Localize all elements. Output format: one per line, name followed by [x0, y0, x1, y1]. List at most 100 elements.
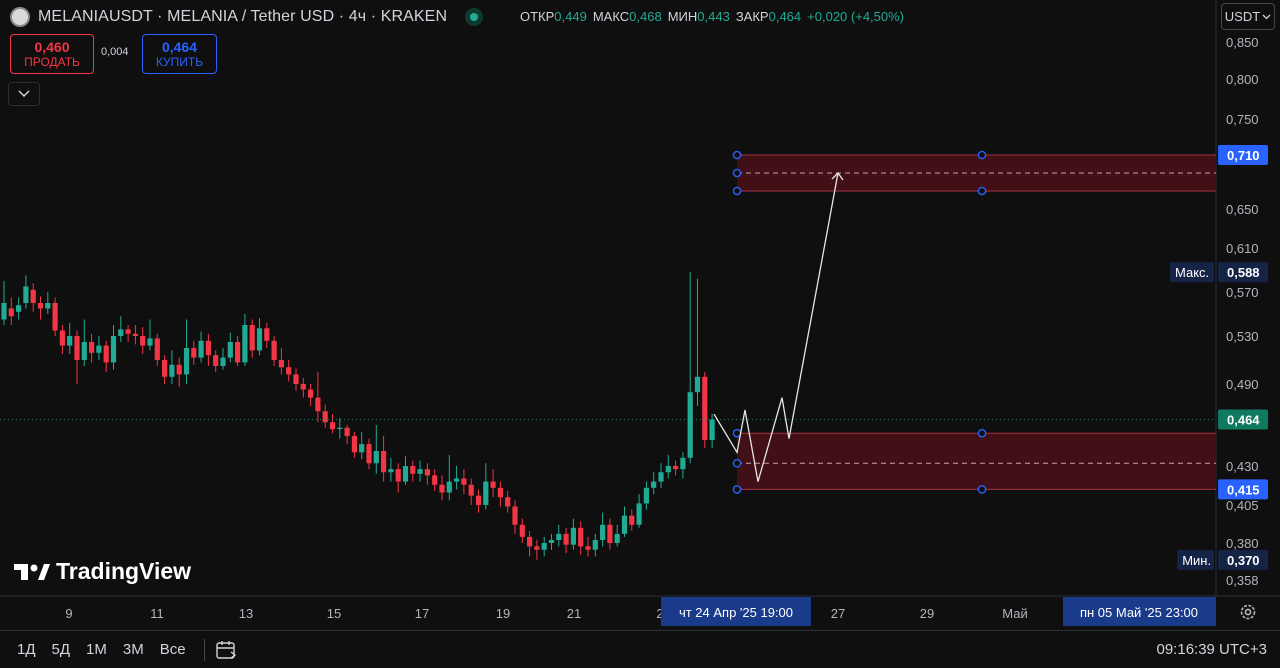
xaxis-tick-label: 11	[150, 606, 164, 621]
yaxis-tick-label: 0,570	[1226, 285, 1259, 300]
candle-body	[424, 469, 430, 476]
symbol-logo-icon	[10, 7, 30, 27]
candle-body	[439, 484, 445, 493]
candle-body	[271, 340, 277, 360]
yaxis-tick-label: 0,490	[1226, 377, 1259, 392]
candle-body	[636, 503, 642, 525]
candle-body	[359, 444, 365, 453]
range-all-button[interactable]: Все	[159, 641, 186, 658]
candle-body	[162, 360, 168, 377]
range-end-time-label: пн 05 Май '25 23:00	[1080, 605, 1198, 620]
candle-body	[621, 515, 628, 534]
zone-anchor-handle[interactable]	[732, 485, 742, 494]
candle-body	[205, 340, 211, 356]
candle-body	[52, 303, 58, 331]
yaxis-tick-label: 0,430	[1226, 459, 1259, 474]
candle-body	[527, 536, 533, 547]
candle-body	[658, 472, 664, 482]
time-range-highlight	[1063, 597, 1216, 626]
candle-body	[432, 475, 438, 485]
buy-price: 0,464	[161, 39, 198, 55]
candle-body	[125, 329, 131, 334]
candle-body	[227, 342, 233, 358]
zone-anchor-handle[interactable]	[977, 186, 987, 196]
candle-body	[366, 444, 372, 464]
candle-body	[475, 495, 482, 505]
candle-body	[264, 328, 270, 341]
yaxis-tick-label: 0,380	[1226, 536, 1259, 551]
ohlc-low-label: МИН	[667, 9, 698, 24]
spread-value: 0,004	[101, 46, 129, 58]
ohlc-high-label: МАКС	[592, 9, 630, 24]
candle-body	[191, 348, 197, 358]
candle-body	[694, 376, 701, 393]
candle-body	[74, 336, 80, 360]
candle-body	[154, 338, 160, 360]
candle-body	[446, 481, 452, 493]
candle-body	[607, 524, 613, 543]
zone-anchor-handle[interactable]	[732, 150, 742, 160]
candle-body	[256, 328, 263, 351]
candle-body	[110, 336, 117, 363]
candle-body	[183, 348, 190, 375]
xaxis-tick-label: 15	[327, 606, 341, 621]
candle-body	[308, 389, 314, 398]
candle-body	[344, 427, 350, 436]
ohlc-low-value: 0,443	[697, 9, 730, 24]
candle-body	[687, 392, 693, 458]
zone-anchor-handle[interactable]	[732, 458, 742, 468]
ohlc-open-value: 0,449	[554, 9, 587, 24]
candle-body	[169, 364, 175, 377]
candle-body	[147, 338, 153, 346]
ohlc-open-label: ОТКР	[520, 9, 555, 24]
projection-path	[713, 172, 839, 482]
range-1m-button[interactable]: 1М	[86, 641, 107, 658]
range-1d-button[interactable]: 1Д	[17, 641, 36, 658]
price-tag-text: Мин.	[1182, 553, 1211, 568]
candle-body	[315, 397, 321, 412]
candle-body	[23, 286, 29, 303]
buy-button[interactable]: 0,464 КУПИТЬ	[142, 34, 217, 74]
candle-body	[592, 539, 598, 550]
yaxis-tick-label: 0,850	[1226, 35, 1259, 50]
range-5d-button[interactable]: 5Д	[51, 641, 71, 658]
calendar-goto-icon[interactable]	[215, 639, 237, 661]
candle-body	[59, 330, 65, 346]
candle-body	[132, 333, 138, 336]
zone-anchor-handle[interactable]	[732, 168, 742, 178]
candle-body	[220, 357, 226, 366]
candle-body	[454, 478, 460, 482]
symbol-title[interactable]: MELANIAUSDT · MELANIA / Tether USD · 4ч …	[38, 8, 448, 25]
candle-body	[505, 497, 511, 507]
ohlc-close-label: ЗАКР	[735, 9, 769, 24]
tradingview-logo[interactable]: TradingView	[14, 558, 191, 585]
candle-body	[585, 546, 591, 550]
gear-icon[interactable]	[1238, 602, 1258, 622]
zone-anchor-handle[interactable]	[977, 428, 987, 438]
sell-button[interactable]: 0,460 ПРОДАТЬ	[10, 34, 94, 74]
candle-body	[673, 466, 679, 470]
range-3m-button[interactable]: 3М	[122, 641, 144, 658]
ohlc-close-value: 0,464	[768, 9, 802, 24]
candle-body	[395, 469, 401, 482]
candle-body	[30, 289, 36, 303]
ohlc-change-value: +0,020 (+4,50%)	[807, 9, 905, 24]
currency-select[interactable]: USDT	[1221, 3, 1275, 30]
timezone-clock[interactable]: 09:16:39 UTC+3	[1156, 641, 1268, 658]
candle-body	[89, 342, 95, 353]
price-label-text: 0,415	[1227, 482, 1260, 497]
zone-anchor-handle[interactable]	[732, 186, 742, 196]
zone-anchor-handle[interactable]	[977, 150, 987, 160]
xaxis-tick-label: 27	[831, 606, 845, 621]
chevron-down-icon	[18, 90, 30, 98]
zone-anchor-handle[interactable]	[977, 485, 987, 494]
candle-body	[519, 524, 525, 537]
candle-body	[402, 466, 409, 482]
market-status-icon[interactable]	[465, 8, 484, 26]
collapse-legend-button[interactable]	[8, 82, 40, 106]
candle-body	[103, 345, 109, 363]
xaxis-tick-label: 17	[415, 606, 429, 621]
candle-body	[461, 478, 467, 485]
candle-body	[614, 533, 620, 543]
